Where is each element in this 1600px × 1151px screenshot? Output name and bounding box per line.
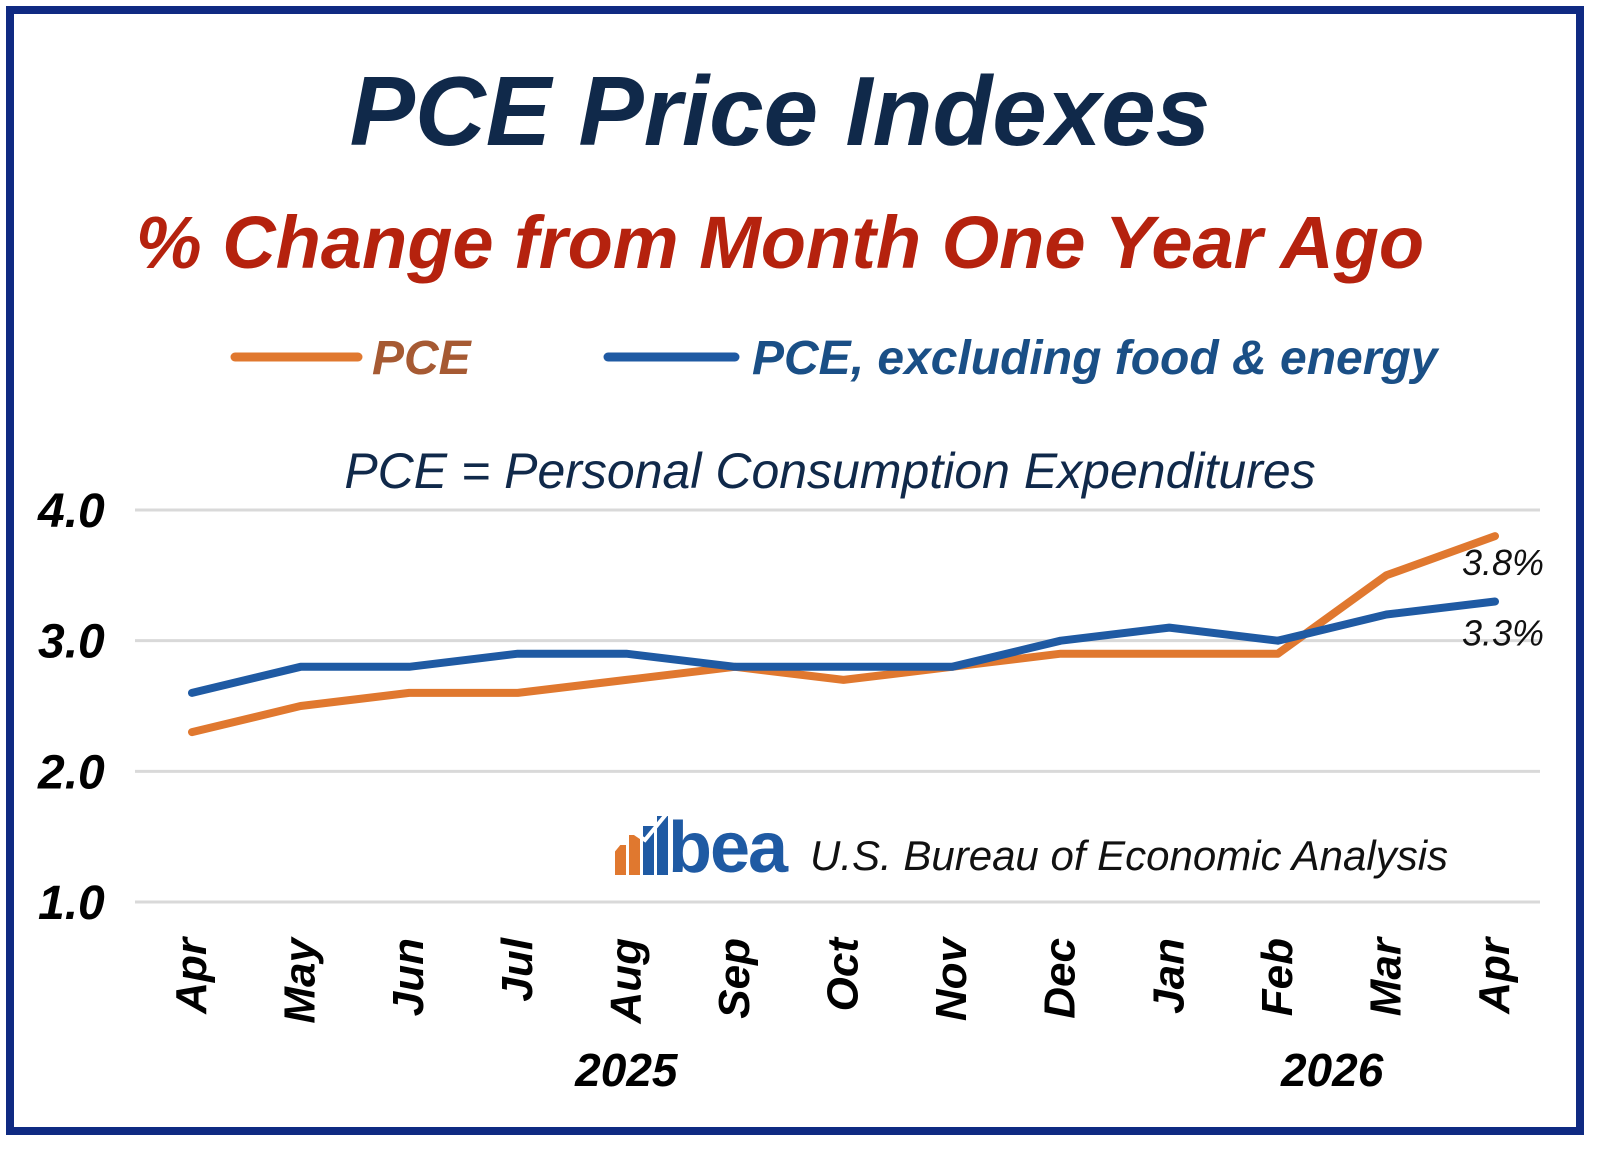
x-tick-label: Aug: [601, 938, 650, 1025]
x-axis-tick-labels: Apr May Jun Jul Aug Sep Oct Nov Dec Jan Feb Mar Apr: [167, 935, 1519, 1024]
y-tick-label: 2.0: [37, 746, 105, 799]
year-labels: 2025 2026: [574, 1044, 1384, 1096]
x-tick-label: Jan: [1144, 938, 1193, 1014]
end-label-pce: 3.8%: [1462, 542, 1544, 583]
bea-logo-mark-icon: [610, 810, 670, 875]
x-tick-label: Oct: [819, 936, 868, 1012]
chart-subtitle: % Change from Month One Year Ago: [136, 201, 1424, 284]
x-tick-label: Feb: [1253, 938, 1302, 1016]
x-tick-label: Mar: [1361, 935, 1410, 1016]
series-lines: [188, 532, 1499, 737]
x-tick-label: Nov: [927, 935, 976, 1021]
end-label-pce-core: 3.3%: [1462, 612, 1544, 653]
legend-core-label: PCE, excluding food & energy: [752, 332, 1440, 385]
y-tick-label: 3.0: [38, 616, 105, 669]
year-label: 2026: [1280, 1044, 1384, 1096]
chart-title: PCE Price Indexes: [350, 56, 1211, 166]
bea-logo: bea: [610, 808, 791, 888]
source-label: U.S. Bureau of Economic Analysis: [810, 832, 1448, 879]
x-tick-label: May: [276, 935, 325, 1023]
x-tick-label: Jun: [384, 938, 433, 1016]
gridlines: [135, 508, 1540, 904]
y-tick-label: 4.0: [37, 485, 105, 538]
end-value-labels: 3.8% 3.3%: [1462, 542, 1544, 653]
x-tick-label: Apr: [1470, 935, 1519, 1015]
definition-note: PCE = Personal Consumption Expenditures: [344, 443, 1315, 499]
bea-logo-text: bea: [668, 808, 789, 888]
x-tick-label: Apr: [167, 935, 216, 1015]
series-line-pce-core: [188, 597, 1499, 697]
year-label: 2025: [574, 1044, 679, 1096]
chart-frame: [6, 6, 1584, 1135]
legend-pce-label: PCE: [372, 332, 473, 385]
y-axis-tick-labels: 1.0 2.0 3.0 4.0: [37, 485, 105, 930]
x-tick-label: Dec: [1036, 938, 1085, 1019]
legend: PCE PCE, excluding food & energy: [230, 332, 1440, 385]
x-tick-label: Sep: [710, 938, 759, 1019]
y-tick-label: 1.0: [38, 877, 105, 930]
x-tick-label: Jul: [493, 937, 542, 1001]
series-line-pce: [188, 532, 1499, 737]
